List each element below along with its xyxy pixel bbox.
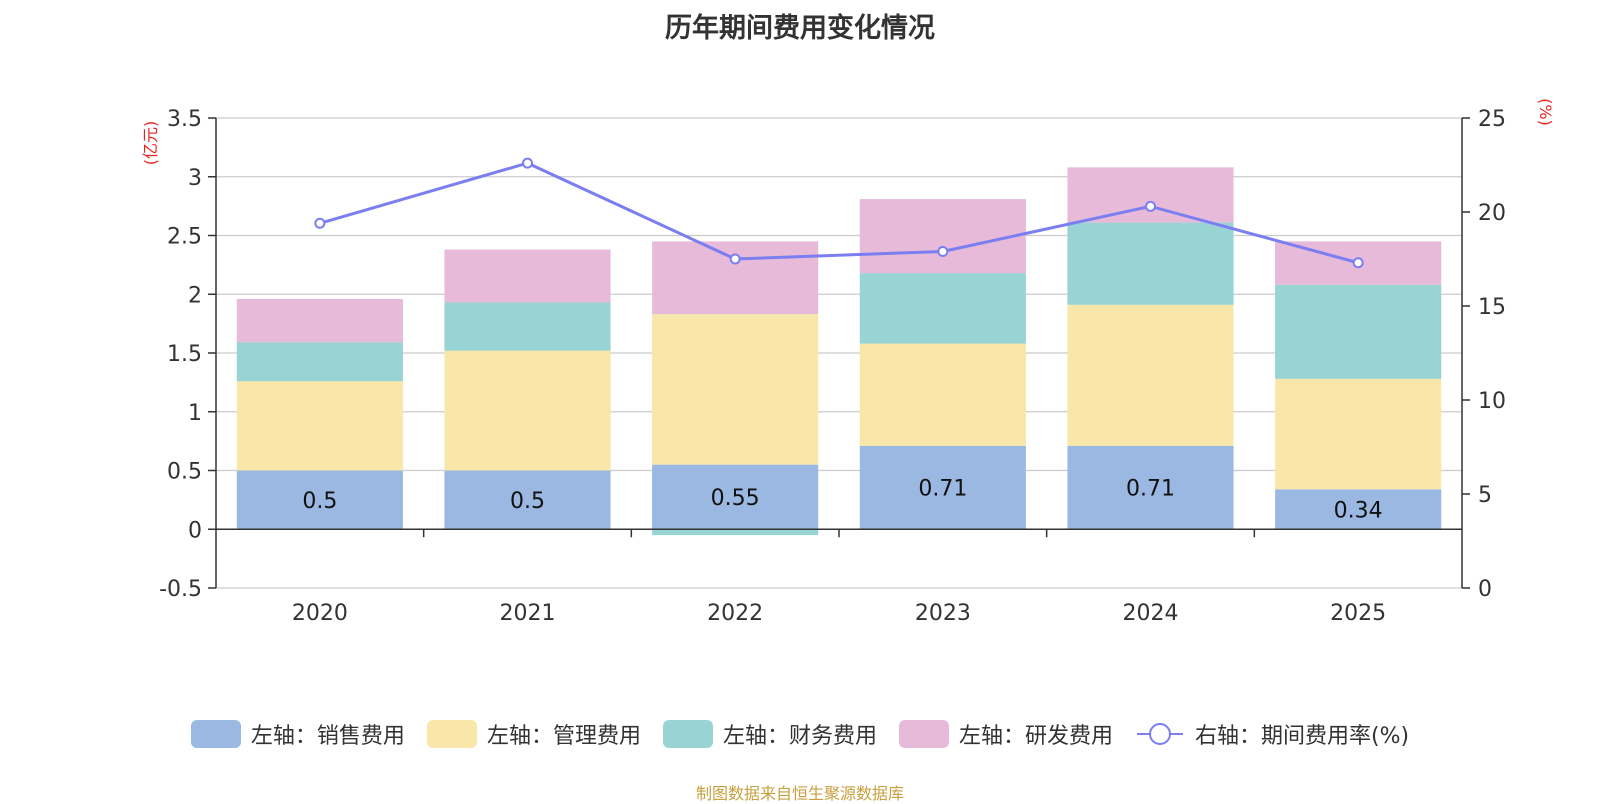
legend: 左轴：销售费用 左轴：管理费用 左轴：财务费用 左轴：研发费用 右轴：期间费用率…: [0, 718, 1600, 750]
data-label-sales-2022: 0.55: [711, 486, 760, 511]
expense-ratio-point-2021: [522, 157, 533, 169]
right-tick-label: 10: [1478, 389, 1506, 414]
bar-rnd-2023: [859, 199, 1026, 274]
expense-ratio-point-2025: [1352, 257, 1364, 269]
bar-admin-2023: [859, 343, 1026, 446]
left-tick-label: 2.5: [167, 225, 202, 250]
left-tick-label: 1: [188, 401, 202, 426]
bar-finance-2022: [652, 529, 819, 536]
data-label-sales-2023: 0.71: [918, 477, 967, 502]
legend-label-rnd: 左轴：研发费用: [958, 724, 1113, 749]
left-tick-label: 3: [188, 166, 202, 191]
bar-rnd-2020: [236, 298, 403, 343]
data-label-sales-2024: 0.71: [1126, 477, 1175, 502]
x-tick-label: 2022: [707, 601, 763, 626]
right-tick-label: 15: [1478, 295, 1506, 320]
left-tick-label: 1.5: [167, 342, 202, 367]
right-tick-label: 5: [1478, 483, 1492, 508]
data-label-sales-2025: 0.34: [1334, 498, 1383, 523]
bar-sales-2022: [652, 464, 819, 530]
left-tick-label: -0.5: [159, 577, 202, 602]
legend-swatch-finance: [662, 720, 713, 748]
x-tick-label: 2020: [292, 601, 348, 626]
x-tick-label: 2025: [1330, 601, 1386, 626]
expense-ratio-line: [319, 161, 1359, 265]
bar-admin-2020: [236, 381, 403, 471]
data-label-sales-2021: 0.5: [510, 489, 545, 514]
bar-rnd-2022: [652, 241, 819, 315]
legend-swatch-sales: [190, 720, 241, 748]
bar-finance-2023: [859, 273, 1026, 344]
data-label-sales-2020: 0.5: [302, 489, 337, 514]
legend-label-sales: 左轴：销售费用: [250, 724, 405, 749]
legend-item-finance[interactable]: 左轴：财务费用: [662, 718, 877, 750]
left-tick-label: 2: [188, 283, 202, 308]
bar-sales-2023: [859, 445, 1026, 530]
chart-canvas: 0.5 0.5 0.55 0.71 0.71 0.34 -0.5 0 0.5 1 1.5 2 2.5 3 3…: [141, 98, 1555, 626]
expense-ratio-point-2024: [1145, 200, 1156, 212]
right-tick-label: 20: [1478, 201, 1506, 226]
legend-item-sales[interactable]: 左轴：销售费用: [190, 718, 405, 750]
bar-admin-2025: [1275, 378, 1442, 490]
x-tick-label: 2021: [500, 601, 556, 626]
bar-sales-2021: [444, 470, 611, 530]
bar-finance-2021: [444, 302, 611, 351]
right-tick-label: 0: [1478, 577, 1492, 602]
legend-label-admin: 左轴：管理费用: [486, 724, 641, 749]
bar-finance-2024: [1067, 222, 1234, 305]
legend-label-expense-ratio: 右轴：期间费用率(%): [1194, 724, 1410, 749]
bar-rnd-2024: [1067, 167, 1234, 223]
right-axis-unit: (%): [1536, 98, 1555, 126]
bar-admin-2021: [444, 350, 611, 471]
left-tick-label: 0: [188, 518, 202, 543]
legend-item-expense-ratio[interactable]: 右轴：期间费用率(%): [1135, 718, 1409, 750]
expense-ratio-point-2022: [729, 253, 741, 265]
legend-label-finance: 左轴：财务费用: [722, 724, 877, 749]
expense-ratio-point-2023: [937, 245, 949, 257]
legend-line-marker-icon: [1136, 723, 1183, 745]
expense-ratio-point-2020: [314, 217, 326, 229]
legend-swatch-rnd: [898, 720, 949, 748]
bar-admin-2024: [1067, 304, 1234, 446]
bar-finance-2020: [236, 342, 403, 382]
bar-rnd-2021: [444, 249, 611, 303]
chart-title: 历年期间费用变化情况: [665, 13, 935, 44]
data-source-note: 制图数据来自恒生聚源数据库: [695, 784, 904, 803]
bar-sales-2025: [1275, 489, 1442, 530]
right-tick-label: 25: [1478, 107, 1506, 132]
bar-sales-2020: [236, 470, 403, 530]
left-tick-label: 0.5: [167, 460, 202, 485]
bar-sales-2024: [1067, 445, 1234, 530]
legend-item-rnd[interactable]: 左轴：研发费用: [898, 718, 1113, 750]
bar-finance-2025: [1275, 284, 1442, 379]
left-axis-unit: (亿元): [141, 121, 160, 166]
x-tick-label: 2024: [1123, 601, 1179, 626]
left-tick-label: 3.5: [167, 107, 202, 132]
legend-item-admin[interactable]: 左轴：管理费用: [426, 718, 641, 750]
legend-swatch-admin: [426, 720, 477, 748]
x-tick-label: 2023: [915, 601, 971, 626]
bar-admin-2022: [652, 314, 819, 465]
